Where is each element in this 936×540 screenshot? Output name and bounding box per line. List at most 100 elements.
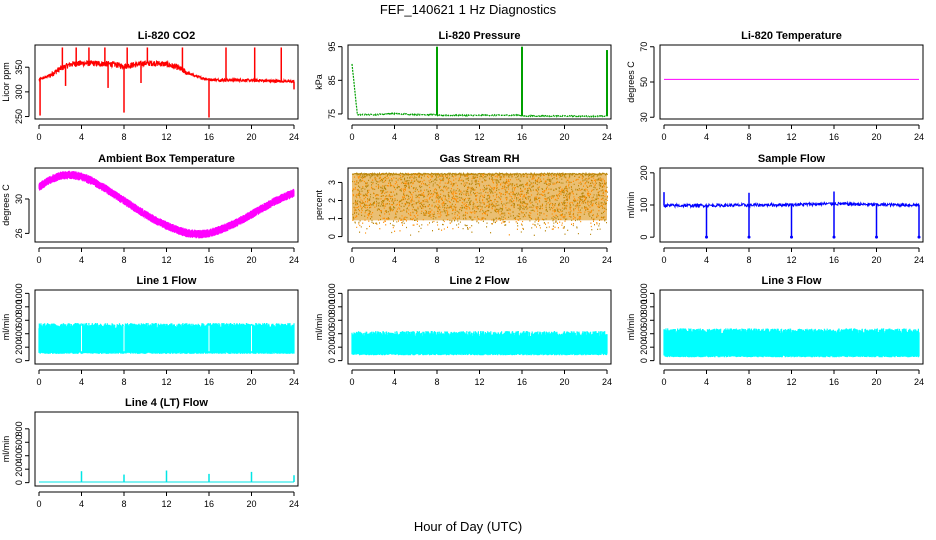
series-fill (664, 334, 919, 354)
x-tick-label: 0 (349, 377, 354, 387)
y-tick-label: 600 (14, 435, 24, 450)
plot-frame (34, 411, 299, 487)
y-tick-label: 75 (327, 109, 337, 119)
panel-title: Line 2 Flow (450, 275, 510, 287)
y-axis-label: ml/min (314, 314, 324, 341)
x-tick-label: 12 (474, 255, 484, 265)
x-tick-label: 20 (871, 255, 881, 265)
x-tick-label: 4 (392, 255, 397, 265)
y-axis-label: Licor ppm (1, 62, 11, 102)
x-tick-label: 24 (289, 132, 299, 142)
y-axis-label: ml/min (626, 192, 636, 219)
chart-panel: Line 4 (LT) Flow ml/min 0 4 8 12 16 20 24 0 200400… (1, 397, 299, 509)
x-tick-label: 8 (746, 132, 751, 142)
x-tick-label: 4 (79, 255, 84, 265)
spike-point (917, 235, 921, 239)
x-tick-label: 16 (829, 255, 839, 265)
y-tick-label: 1 (327, 216, 337, 221)
chart-panel: Sample Flow ml/min 0 4 8 12 16 20 24 0 100 200 (626, 153, 924, 265)
x-tick-label: 8 (434, 255, 439, 265)
x-tick-label: 16 (829, 377, 839, 387)
chart-panel: Line 3 Flow ml/min 0 4 8 12 16 20 24 0 20040060080… (626, 275, 924, 387)
x-tick-label: 4 (392, 132, 397, 142)
y-tick-label: 400 (639, 326, 649, 341)
data-layer (351, 171, 608, 236)
x-tick-label: 12 (474, 132, 484, 142)
x-tick-label: 12 (474, 377, 484, 387)
x-tick-label: 0 (349, 255, 354, 265)
y-tick-label: 0 (14, 480, 24, 485)
x-tick-label: 16 (204, 255, 214, 265)
data-layer (39, 470, 295, 483)
x-tick-label: 4 (704, 255, 709, 265)
x-tick-label: 8 (434, 132, 439, 142)
x-axis: 0 4 8 12 16 20 24 (36, 369, 299, 387)
x-tick-label: 8 (121, 377, 126, 387)
x-axis: 0 4 8 12 16 20 24 (36, 124, 299, 142)
chart-panel: Line 2 Flow ml/min 0 4 8 12 16 20 24 0 20040060080… (314, 275, 612, 387)
y-tick-label: 200 (14, 462, 24, 477)
y-axis-label: percent (314, 189, 324, 220)
panel-title: Li-820 CO2 (138, 30, 195, 42)
x-tick-label: 4 (392, 377, 397, 387)
y-tick-label: 300 (14, 84, 24, 99)
plot-frame (347, 289, 612, 365)
y-tick-label: 250 (14, 109, 24, 124)
x-tick-label: 8 (746, 255, 751, 265)
panel-title: Ambient Box Temperature (98, 153, 235, 165)
y-axis-label: degrees C (1, 184, 11, 226)
series-band (38, 170, 295, 239)
x-tick-label: 12 (786, 255, 796, 265)
x-tick-label: 4 (704, 132, 709, 142)
y-tick-label: 30 (639, 112, 649, 122)
data-layer (38, 170, 295, 239)
panel-title: Li-820 Pressure (439, 30, 521, 42)
y-tick-label: 0 (327, 234, 337, 239)
series-fill (39, 329, 294, 350)
x-axis: 0 4 8 12 16 20 24 (36, 247, 299, 265)
x-tick-label: 16 (204, 132, 214, 142)
spike-point (747, 235, 751, 239)
x-axis: 0 4 8 12 16 20 24 (36, 491, 299, 509)
x-tick-label: 4 (704, 377, 709, 387)
x-tick-label: 16 (829, 132, 839, 142)
y-tick-label: 200 (14, 340, 24, 355)
x-tick-label: 24 (914, 255, 924, 265)
x-tick-label: 0 (661, 132, 666, 142)
chart-panel: Li-820 Pressure kPa 0 4 8 12 16 20 24 75 85 95 (314, 30, 612, 142)
x-axis: 0 4 8 12 16 20 24 (349, 124, 612, 142)
series-line (351, 63, 607, 118)
figure-xlabel: Hour of Day (UTC) (414, 519, 522, 534)
x-tick-label: 20 (559, 377, 569, 387)
x-tick-label: 0 (661, 255, 666, 265)
x-axis: 0 4 8 12 16 20 24 (661, 247, 924, 265)
y-tick-label: 2 (327, 198, 337, 203)
x-tick-label: 20 (246, 499, 256, 509)
series-top-edge (351, 171, 608, 177)
y-tick-label: 200 (639, 340, 649, 355)
y-tick-label: 1000 (639, 283, 649, 303)
y-tick-label: 600 (14, 313, 24, 328)
x-tick-label: 20 (871, 377, 881, 387)
x-tick-label: 12 (786, 377, 796, 387)
x-tick-label: 12 (161, 255, 171, 265)
chart-panel: Li-820 Temperature degrees C 0 4 8 12 16 20 24 30… (626, 30, 924, 142)
y-tick-label: 400 (14, 448, 24, 463)
y-tick-label: 1000 (327, 283, 337, 303)
y-axis: 30 50 70 (639, 42, 655, 122)
x-tick-label: 24 (602, 255, 612, 265)
y-tick-label: 200 (327, 340, 337, 355)
x-tick-label: 16 (204, 499, 214, 509)
y-axis-label: ml/min (626, 314, 636, 341)
x-axis: 0 4 8 12 16 20 24 (661, 369, 924, 387)
x-tick-label: 24 (289, 499, 299, 509)
y-tick-label: 200 (639, 165, 649, 180)
y-axis: 75 85 95 (327, 42, 343, 119)
y-axis: 26 30 (14, 194, 30, 238)
x-tick-label: 0 (36, 255, 41, 265)
plot-frame (659, 44, 924, 120)
y-tick-label: 50 (639, 77, 649, 87)
